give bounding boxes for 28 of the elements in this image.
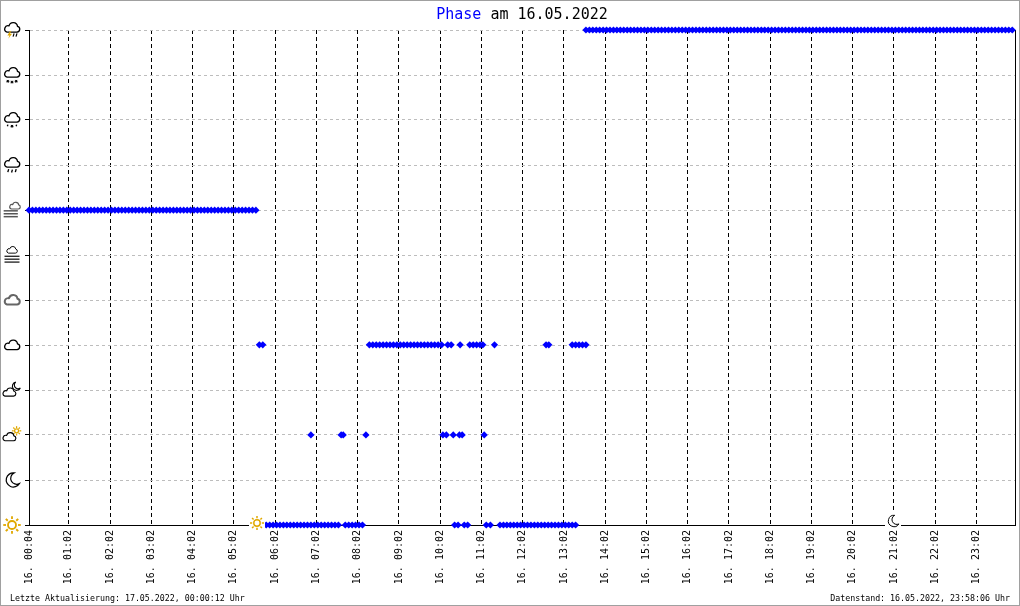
x-tick-label: 16. 11:02 [475, 530, 487, 585]
x-tick-label: 16. 21:02 [887, 530, 899, 585]
x-tick-label: 16. 05:02 [227, 530, 239, 585]
text: Letzte Aktualisierung: 17.05.2022, 00:00:12 Uhr [10, 593, 245, 604]
text: Datenstand: 16.05.2022, 23:58:06 Uhr [830, 593, 1010, 604]
x-tick-label: 16. 04:02 [186, 530, 198, 585]
x-tick-label: 16. 01:02 [62, 530, 74, 585]
chart-title: am 16.05.2022 [490, 5, 608, 23]
x-tick-label: 16. 06:02 [268, 530, 280, 585]
x-tick-label: 16. 22:02 [928, 530, 940, 585]
x-tick-label: 16. 12:02 [516, 530, 528, 585]
x-tick-label: 16. 02:02 [103, 530, 115, 585]
x-tick-label: 16. 23:02 [970, 530, 982, 585]
x-tick-label: 16. 17:02 [722, 530, 734, 585]
x-tick-label: 16. 15:02 [640, 530, 652, 585]
x-tick-label: 16. 18:02 [763, 530, 775, 585]
x-tick-label: 16. 10:02 [433, 530, 445, 585]
x-tick-label: 16. 16:02 [681, 530, 693, 585]
x-tick-label: 16. 13:02 [557, 530, 569, 585]
x-tick-label: 16. 08:02 [351, 530, 363, 585]
x-tick-label: 16. 07:02 [310, 530, 322, 585]
text: Phase [436, 5, 482, 23]
x-tick-label: 16. 03:02 [144, 530, 156, 585]
x-tick-label: 16. 14:02 [598, 530, 610, 585]
x-tick-label: 16. 20:02 [846, 530, 858, 585]
x-tick-label: 16. 00:04 [22, 530, 34, 585]
x-tick-label: 16. 09:02 [392, 530, 404, 585]
x-tick-label: 16. 19:02 [805, 530, 817, 585]
